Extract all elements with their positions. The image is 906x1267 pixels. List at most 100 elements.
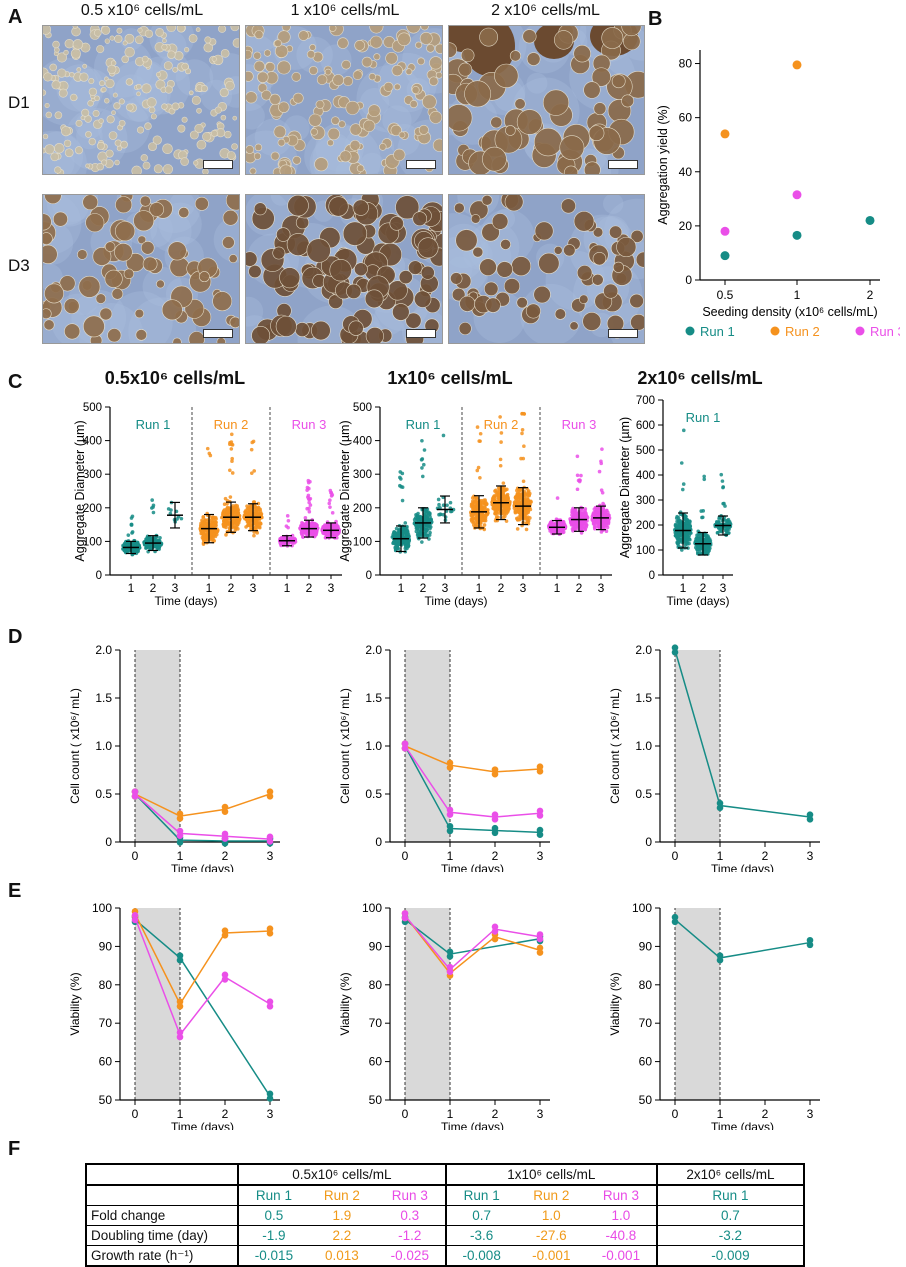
table-cell: -3.6 bbox=[444, 1225, 517, 1246]
table-cell: 1.0 bbox=[541, 1208, 561, 1223]
cell-aggregate bbox=[108, 131, 118, 140]
run-label: Run 1 bbox=[686, 410, 721, 425]
data-point bbox=[415, 525, 420, 529]
x-tick-label: 2 bbox=[576, 581, 583, 595]
cell-aggregate bbox=[485, 297, 501, 313]
cell-aggregate bbox=[630, 313, 644, 331]
data-point bbox=[674, 535, 679, 540]
cell-aggregate bbox=[287, 195, 309, 217]
data-point bbox=[506, 495, 510, 500]
cell-aggregate bbox=[137, 27, 143, 33]
cell-aggregate bbox=[228, 254, 238, 264]
scale-bar bbox=[203, 160, 233, 169]
data-point bbox=[579, 527, 584, 532]
data-point bbox=[131, 793, 139, 800]
y-tick-label: 80 bbox=[679, 57, 693, 71]
cell-aggregate bbox=[278, 101, 290, 113]
cell-aggregate bbox=[188, 90, 194, 96]
data-point bbox=[600, 447, 604, 451]
data-point bbox=[491, 935, 499, 943]
data-point bbox=[221, 840, 229, 847]
cell-aggregate bbox=[54, 143, 65, 154]
data-point bbox=[536, 935, 544, 943]
cell-aggregate bbox=[398, 270, 413, 285]
data-point bbox=[679, 522, 684, 527]
data-point bbox=[527, 493, 531, 498]
data-point bbox=[503, 514, 507, 519]
data-point bbox=[328, 505, 332, 509]
data-point bbox=[253, 517, 258, 522]
cell-aggregate bbox=[451, 287, 466, 302]
micrograph-d3-1 bbox=[245, 194, 443, 344]
data-point bbox=[221, 803, 229, 811]
data-point bbox=[405, 526, 409, 530]
data-point bbox=[335, 535, 339, 540]
cell-aggregate bbox=[116, 27, 123, 34]
data-point bbox=[571, 506, 575, 511]
series-line bbox=[404, 745, 541, 834]
data-point bbox=[477, 439, 482, 443]
cell-aggregate bbox=[43, 72, 53, 82]
cell-aggregate bbox=[112, 92, 118, 98]
data-point bbox=[222, 502, 227, 507]
cell-aggregate bbox=[64, 323, 81, 340]
data-point bbox=[681, 482, 686, 486]
cell-aggregate bbox=[44, 195, 62, 205]
cell-aggregate bbox=[453, 202, 465, 214]
data-point bbox=[524, 527, 529, 532]
row-header-d3: D3 bbox=[8, 256, 30, 275]
cell-aggregate bbox=[277, 138, 286, 147]
data-point bbox=[498, 463, 503, 468]
data-point bbox=[604, 521, 608, 526]
data-point bbox=[474, 495, 479, 500]
cell-aggregate bbox=[141, 83, 152, 94]
run-label: Run 2 bbox=[484, 417, 519, 432]
cell-aggregate bbox=[274, 39, 282, 48]
x-tick-label: 0 bbox=[672, 849, 679, 863]
cell-aggregate bbox=[164, 85, 173, 94]
data-point bbox=[225, 506, 230, 511]
data-point bbox=[136, 549, 140, 554]
data-point bbox=[213, 529, 218, 533]
y-tick-label: 60 bbox=[679, 111, 693, 125]
x-axis-label: Seeding density (x10⁶ cells/mL) bbox=[702, 305, 877, 319]
y-tick-label: 90 bbox=[369, 939, 383, 953]
x-tick-label: 2 bbox=[228, 581, 235, 595]
cell-aggregate bbox=[96, 162, 104, 171]
cell-aggregate bbox=[294, 322, 310, 338]
cell-aggregate bbox=[64, 148, 74, 158]
cell-aggregate bbox=[104, 38, 110, 44]
cell-aggregate bbox=[368, 72, 377, 81]
data-point bbox=[518, 511, 522, 516]
data-point bbox=[483, 516, 488, 521]
table-cell: 0.013 bbox=[324, 1248, 359, 1263]
cell-aggregate bbox=[142, 161, 151, 170]
cell-aggregate bbox=[171, 102, 180, 111]
y-tick-label: 0 bbox=[645, 835, 652, 849]
x-tick-label: 0 bbox=[672, 1107, 679, 1121]
table-run-header: Run 3 bbox=[602, 1188, 639, 1203]
cell-aggregate bbox=[114, 34, 123, 44]
data-point bbox=[398, 470, 403, 474]
cell-aggregate bbox=[82, 63, 88, 69]
cell-aggregate bbox=[342, 221, 368, 246]
data-point bbox=[134, 542, 139, 547]
micrograph-d3-2 bbox=[448, 194, 645, 344]
data-point bbox=[720, 226, 730, 236]
data-point bbox=[806, 941, 814, 949]
x-tick-label: 0 bbox=[132, 1107, 139, 1121]
cell-aggregate bbox=[364, 289, 384, 309]
data-point bbox=[501, 481, 506, 485]
data-point bbox=[231, 511, 236, 515]
table-cell: -0.008 bbox=[444, 1245, 517, 1266]
cell-aggregate bbox=[309, 44, 317, 51]
cell-aggregate bbox=[95, 293, 107, 304]
data-point bbox=[575, 454, 580, 459]
x-axis-label: Time (days) bbox=[711, 1120, 774, 1130]
cell-aggregate bbox=[291, 72, 302, 82]
data-point bbox=[150, 506, 154, 510]
cell-aggregate bbox=[314, 157, 329, 172]
data-point bbox=[575, 487, 580, 492]
data-point bbox=[715, 531, 720, 535]
data-point bbox=[150, 545, 155, 550]
